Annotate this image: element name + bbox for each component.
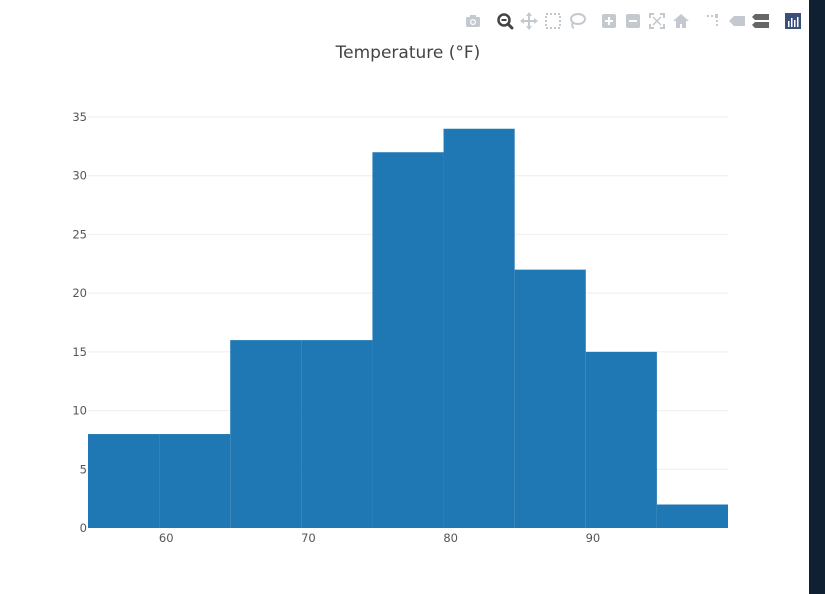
y-tick-label: 20 xyxy=(72,286,87,300)
y-tick-label: 15 xyxy=(72,345,87,359)
y-tick-label: 5 xyxy=(80,462,87,476)
y-tick-label: 10 xyxy=(72,404,87,418)
y-tick-label: 0 xyxy=(80,521,87,535)
hover-compare-icon[interactable] xyxy=(750,10,772,32)
zoom-in-icon[interactable] xyxy=(598,10,620,32)
modebar xyxy=(462,10,810,32)
lasso-icon[interactable] xyxy=(566,10,588,32)
zoom-out-icon[interactable] xyxy=(622,10,644,32)
y-tick-label: 30 xyxy=(72,169,87,183)
window-edge xyxy=(809,0,825,594)
zoom-icon[interactable] xyxy=(494,10,516,32)
histogram-bar[interactable] xyxy=(514,269,586,528)
histogram-bar[interactable] xyxy=(585,351,657,528)
histogram-bars[interactable] xyxy=(88,128,728,528)
x-axis-ticks: 60 70 80 90 xyxy=(159,531,600,545)
y-tick-label: 25 xyxy=(72,227,87,241)
reset-axes-icon[interactable] xyxy=(670,10,692,32)
box-select-icon[interactable] xyxy=(542,10,564,32)
pan-icon[interactable] xyxy=(518,10,540,32)
spike-lines-icon[interactable] xyxy=(702,10,724,32)
hover-closest-icon[interactable] xyxy=(726,10,748,32)
x-tick-label: 60 xyxy=(159,531,174,545)
x-tick-label: 90 xyxy=(586,531,601,545)
histogram-bar[interactable] xyxy=(301,340,373,528)
x-tick-label: 80 xyxy=(443,531,458,545)
camera-icon[interactable] xyxy=(462,10,484,32)
histogram-bar[interactable] xyxy=(372,152,444,528)
y-tick-label: 35 xyxy=(72,110,87,124)
autoscale-icon[interactable] xyxy=(646,10,668,32)
histogram-bar[interactable] xyxy=(88,434,160,528)
histogram-bar[interactable] xyxy=(230,340,302,528)
histogram-bar[interactable] xyxy=(656,504,728,528)
histogram-bar[interactable] xyxy=(159,434,231,528)
y-axis-ticks: 0 5 10 15 20 25 30 35 xyxy=(72,110,87,535)
plotly-logo-icon[interactable] xyxy=(782,10,804,32)
chart-title: Temperature (°F) xyxy=(335,43,481,63)
x-tick-label: 70 xyxy=(301,531,316,545)
histogram-bar[interactable] xyxy=(443,128,515,528)
